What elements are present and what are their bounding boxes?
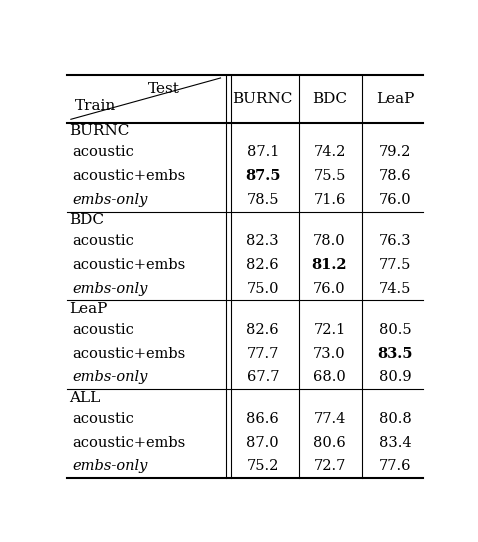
Text: 67.7: 67.7 [247, 370, 279, 384]
Text: 75.5: 75.5 [313, 169, 346, 183]
Text: ALL: ALL [69, 391, 100, 405]
Text: Test: Test [148, 82, 180, 96]
Text: 72.1: 72.1 [313, 323, 346, 337]
Text: acoustic: acoustic [73, 412, 135, 425]
Text: acoustic+embs: acoustic+embs [73, 347, 186, 360]
Text: 72.7: 72.7 [313, 459, 346, 473]
Text: BDC: BDC [69, 213, 104, 227]
Text: 78.6: 78.6 [379, 169, 412, 183]
Text: 73.0: 73.0 [313, 347, 346, 360]
Text: 82.6: 82.6 [247, 323, 279, 337]
Text: embs-only: embs-only [73, 192, 148, 207]
Text: embs-only: embs-only [73, 459, 148, 473]
Text: acoustic+embs: acoustic+embs [73, 436, 186, 449]
Text: 82.3: 82.3 [247, 234, 279, 248]
Text: acoustic+embs: acoustic+embs [73, 258, 186, 272]
Text: acoustic: acoustic [73, 323, 135, 337]
Text: BURNC: BURNC [69, 124, 130, 138]
Text: 68.0: 68.0 [313, 370, 346, 384]
Text: 87.0: 87.0 [247, 436, 279, 449]
Text: 71.6: 71.6 [313, 192, 346, 207]
Text: BURNC: BURNC [233, 92, 293, 106]
Text: 80.9: 80.9 [379, 370, 412, 384]
Text: Train: Train [75, 99, 116, 113]
Text: 80.8: 80.8 [379, 412, 412, 425]
Text: 79.2: 79.2 [379, 145, 411, 159]
Text: LeaP: LeaP [376, 92, 414, 106]
Text: embs-only: embs-only [73, 370, 148, 384]
Text: 75.2: 75.2 [247, 459, 279, 473]
Text: 82.6: 82.6 [247, 258, 279, 272]
Text: 83.4: 83.4 [379, 436, 412, 449]
Text: 74.2: 74.2 [313, 145, 346, 159]
Text: embs-only: embs-only [73, 281, 148, 295]
Text: BDC: BDC [312, 92, 347, 106]
Text: 78.5: 78.5 [247, 192, 279, 207]
Text: LeaP: LeaP [69, 302, 108, 316]
Text: acoustic: acoustic [73, 234, 135, 248]
Text: 76.0: 76.0 [313, 281, 346, 295]
Text: 81.2: 81.2 [312, 258, 347, 272]
Text: 77.7: 77.7 [247, 347, 279, 360]
Text: acoustic+embs: acoustic+embs [73, 169, 186, 183]
Text: 87.5: 87.5 [245, 169, 281, 183]
Text: 77.6: 77.6 [379, 459, 411, 473]
Text: 78.0: 78.0 [313, 234, 346, 248]
Text: acoustic: acoustic [73, 145, 135, 159]
Text: 76.0: 76.0 [379, 192, 412, 207]
Text: 86.6: 86.6 [246, 412, 279, 425]
Text: 83.5: 83.5 [377, 347, 413, 360]
Text: 74.5: 74.5 [379, 281, 411, 295]
Text: 77.5: 77.5 [379, 258, 411, 272]
Text: 76.3: 76.3 [379, 234, 412, 248]
Text: 80.6: 80.6 [313, 436, 346, 449]
Text: 80.5: 80.5 [379, 323, 412, 337]
Text: 87.1: 87.1 [247, 145, 279, 159]
Text: 77.4: 77.4 [313, 412, 346, 425]
Text: 75.0: 75.0 [247, 281, 279, 295]
